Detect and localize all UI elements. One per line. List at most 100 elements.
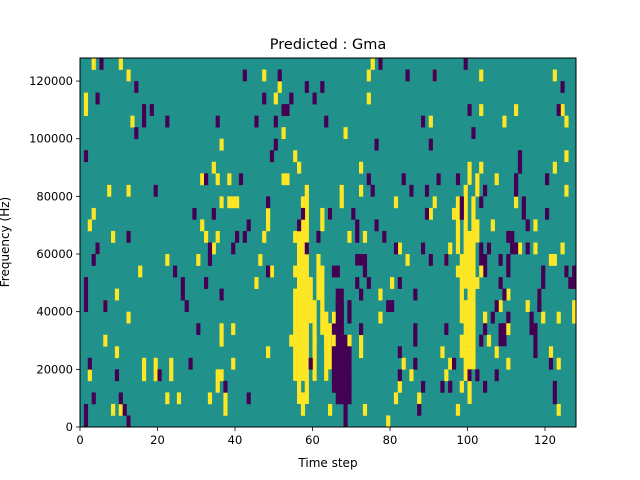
heatmap-cell-low <box>541 265 546 278</box>
x-tick-label: 120 <box>534 433 556 447</box>
heatmap-cell-low <box>297 219 302 232</box>
heatmap-band-high <box>328 323 333 370</box>
heatmap-cell-low <box>374 219 379 232</box>
heatmap-band-high <box>308 277 313 324</box>
heatmap-cell-high <box>514 104 519 116</box>
heatmap-cell-low <box>390 300 395 312</box>
heatmap-cell-high <box>498 300 503 312</box>
heatmap-cell-low <box>223 380 228 393</box>
heatmap-cell-low <box>184 300 189 312</box>
heatmap-cell-low <box>424 184 430 197</box>
heatmap-cell-high <box>393 196 399 209</box>
heatmap-cell-low <box>393 242 399 255</box>
heatmap-cell-high <box>169 369 174 382</box>
y-tick-label: 40000 <box>36 305 73 319</box>
heatmap-cell-high <box>541 311 546 324</box>
heatmap-cell-high <box>552 161 557 174</box>
heatmap-cell-low <box>235 230 240 243</box>
heatmap-cell-low <box>471 127 476 140</box>
heatmap-band-high <box>324 323 329 381</box>
heatmap-cell-low <box>545 207 550 220</box>
heatmap-cell-low <box>359 288 364 301</box>
heatmap-cell-low <box>564 265 569 278</box>
heatmap-band-low <box>355 254 360 266</box>
heatmap-cell-high <box>448 242 453 255</box>
heatmap-cell-high <box>118 58 123 70</box>
heatmap-cell-high <box>455 265 461 278</box>
heatmap-cell-high <box>223 392 228 405</box>
heatmap-cell-high <box>126 69 131 82</box>
heatmap-cell-high <box>397 380 402 393</box>
heatmap-cell-high <box>417 392 422 405</box>
heatmap-cell-low <box>343 380 348 393</box>
heatmap-cell-high <box>118 403 123 416</box>
heatmap-cell-low <box>95 242 100 255</box>
heatmap-cell-low <box>335 357 340 370</box>
heatmap-cell-low <box>556 104 561 116</box>
heatmap-cell-high <box>339 196 344 209</box>
heatmap-cell-low <box>91 254 96 266</box>
heatmap-cell-high <box>475 184 480 197</box>
heatmap-cell-low <box>103 300 108 312</box>
heatmap-cell-low <box>99 58 104 70</box>
heatmap-cell-low <box>180 277 185 289</box>
heatmap-cell-low <box>467 104 472 116</box>
heatmap-cell-low <box>254 115 259 128</box>
heatmap-cell-high <box>564 150 569 163</box>
heatmap-cell-high <box>448 357 453 370</box>
heatmap-cell-low <box>285 104 290 116</box>
heatmap-cell-high <box>215 369 220 382</box>
heatmap-band-low <box>483 254 488 278</box>
heatmap-cell-low <box>514 184 519 197</box>
heatmap-cell-low <box>316 230 321 243</box>
heatmap-cell-low <box>266 196 271 209</box>
y-tick-label: 80000 <box>36 189 73 203</box>
heatmap-cell-low <box>374 138 379 151</box>
heatmap-cell-low <box>347 300 352 312</box>
heatmap-cell-low <box>548 357 554 370</box>
heatmap-cell-high <box>339 184 344 197</box>
heatmap-cell-low <box>238 173 244 186</box>
heatmap-band-high <box>475 219 480 243</box>
heatmap-cell-low <box>335 300 340 312</box>
heatmap-band-low <box>359 254 364 266</box>
heatmap-cell-high <box>331 311 337 324</box>
heatmap-cell-high <box>153 357 158 370</box>
heatmap-cell-low <box>421 115 426 128</box>
heatmap-cell-high <box>347 334 352 347</box>
heatmap-cell-low <box>533 334 538 347</box>
heatmap-cell-high <box>87 219 92 232</box>
heatmap-cell-high <box>506 357 511 370</box>
heatmap-cell-low <box>525 242 530 255</box>
heatmap-cell-high <box>293 265 298 278</box>
heatmap-cell-low <box>347 311 352 324</box>
heatmap-band-low <box>498 323 503 347</box>
heatmap-cell-low <box>300 207 306 220</box>
heatmap-band-high <box>320 265 325 335</box>
heatmap-band-high <box>312 334 317 381</box>
y-axis: 0 20000 40000 60000 80000 100000 120000 <box>29 74 80 434</box>
heatmap-cell-low <box>463 58 468 70</box>
heatmap-band-high <box>459 334 464 358</box>
heatmap-cell-low <box>483 323 488 336</box>
heatmap-cell-high <box>207 392 213 405</box>
heatmap-cell-low <box>537 300 542 312</box>
heatmap-cell-high <box>114 346 120 359</box>
heatmap-cell-high <box>87 369 92 382</box>
heatmap-cell-low <box>126 415 131 428</box>
heatmap-cell-low <box>486 242 492 255</box>
heatmap-cell-high <box>502 115 507 128</box>
heatmap-cell-low <box>339 380 344 393</box>
heatmap-cell-high <box>556 357 561 370</box>
heatmap-cell-low <box>246 219 251 232</box>
heatmap-cell-high <box>552 254 557 266</box>
heatmap-cell-high <box>490 219 495 232</box>
heatmap-cell-high <box>328 403 333 416</box>
heatmap-cell-high <box>494 346 499 359</box>
heatmap-cell-high <box>409 369 414 382</box>
heatmap-cell-low <box>525 219 530 232</box>
heatmap-cell-low <box>572 265 577 278</box>
heatmap-cell-high <box>393 392 399 405</box>
heatmap-cell-low <box>324 115 329 128</box>
